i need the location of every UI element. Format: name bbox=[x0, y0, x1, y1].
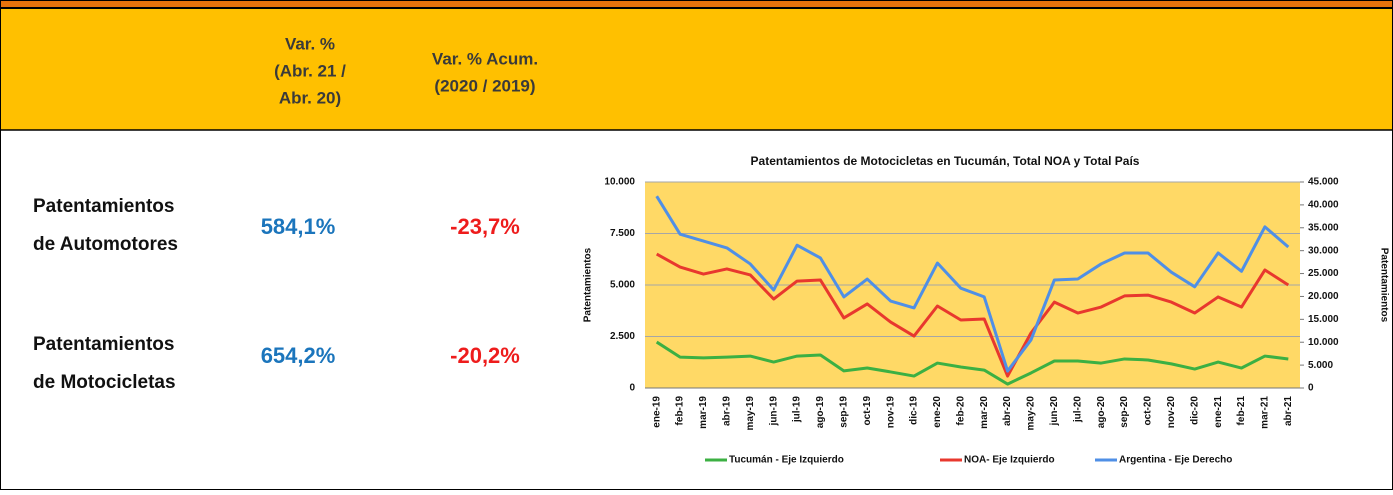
header: Abr. 20) bbox=[279, 88, 341, 107]
x-tick-label: ene-20 bbox=[932, 396, 943, 428]
x-tick-label: mar-19 bbox=[698, 396, 709, 429]
y-tick-label: 0 bbox=[629, 383, 635, 394]
x-tick-label: abr-21 bbox=[1283, 396, 1294, 426]
header: (2020 / 2019) bbox=[434, 76, 535, 95]
x-tick-label: dic-19 bbox=[909, 396, 920, 425]
x-tick-label: ago-19 bbox=[815, 396, 826, 429]
x-tick-label: may-20 bbox=[1026, 396, 1037, 431]
x-tick-label: ene-21 bbox=[1213, 396, 1224, 428]
y2-axis-label: Patentamientos bbox=[1378, 248, 1389, 323]
x-tick-label: oct-20 bbox=[1143, 396, 1154, 426]
y2-tick-label: 40.000 bbox=[1308, 200, 1339, 211]
series-line bbox=[655, 340, 1289, 386]
row-label: Patentamientos bbox=[33, 196, 174, 217]
value: 584,1% bbox=[261, 214, 336, 239]
x-tick-label: sep-20 bbox=[1119, 396, 1130, 428]
x-tick-label: ene-19 bbox=[651, 396, 662, 428]
x-tick-label: jul-19 bbox=[792, 396, 803, 424]
y2-tick-label: 0 bbox=[1308, 383, 1314, 394]
y2-tick-label: 20.000 bbox=[1308, 291, 1339, 302]
y-tick-label: 5.000 bbox=[610, 280, 635, 291]
series-line bbox=[655, 195, 1290, 373]
chart-title: Patentamientos de Motocicletas en Tucumá… bbox=[751, 154, 1140, 168]
legend-label: Tucumán - Eje Izquierdo bbox=[729, 455, 844, 466]
header: Var. % bbox=[285, 34, 335, 53]
value: -23,7% bbox=[450, 214, 520, 239]
x-tick-label: oct-19 bbox=[862, 396, 873, 426]
series-line bbox=[655, 252, 1290, 378]
x-tick-label: ago-20 bbox=[1096, 396, 1107, 429]
value: -20,2% bbox=[450, 343, 520, 368]
y2-tick-label: 25.000 bbox=[1308, 268, 1339, 279]
y2-tick-label: 5.000 bbox=[1308, 360, 1333, 371]
x-tick-label: mar-20 bbox=[979, 396, 990, 429]
legend-label: NOA- Eje Izquierdo bbox=[964, 455, 1055, 466]
x-tick-label: jul-20 bbox=[1072, 396, 1083, 424]
legend-label: Argentina - Eje Derecho bbox=[1119, 455, 1232, 466]
header-band bbox=[0, 8, 1393, 130]
x-tick-label: feb-20 bbox=[955, 396, 966, 426]
header: (Abr. 21 / bbox=[274, 61, 346, 80]
top-strip bbox=[0, 0, 1393, 8]
y-tick-label: 7.500 bbox=[610, 228, 635, 239]
y2-tick-label: 35.000 bbox=[1308, 222, 1339, 233]
y2-tick-label: 45.000 bbox=[1308, 177, 1339, 188]
row-label: Patentamientos bbox=[33, 334, 174, 355]
x-tick-label: abr-19 bbox=[722, 396, 733, 426]
row-label: de Automotores bbox=[33, 234, 178, 255]
x-tick-label: jun-19 bbox=[768, 396, 779, 427]
x-tick-label: sep-19 bbox=[838, 396, 849, 428]
y-tick-label: 10.000 bbox=[604, 177, 635, 188]
y2-tick-label: 10.000 bbox=[1308, 337, 1339, 348]
x-tick-label: jun-20 bbox=[1049, 396, 1060, 427]
x-tick-label: mar-21 bbox=[1260, 396, 1271, 429]
value: 654,2% bbox=[261, 343, 336, 368]
y2-tick-label: 15.000 bbox=[1308, 314, 1339, 325]
x-tick-label: abr-20 bbox=[1002, 396, 1013, 426]
header: Var. % Acum. bbox=[432, 49, 538, 68]
x-tick-label: dic-20 bbox=[1189, 396, 1200, 425]
row-label: de Motocicletas bbox=[33, 372, 176, 393]
x-tick-label: nov-19 bbox=[885, 396, 896, 429]
y-tick-label: 2.500 bbox=[610, 331, 635, 342]
x-tick-label: may-19 bbox=[745, 396, 756, 431]
y2-tick-label: 30.000 bbox=[1308, 245, 1339, 256]
x-tick-label: feb-21 bbox=[1236, 396, 1247, 426]
y-axis-label: Patentamientos bbox=[583, 247, 594, 322]
x-tick-label: feb-19 bbox=[675, 396, 686, 426]
x-tick-label: nov-20 bbox=[1166, 396, 1177, 429]
